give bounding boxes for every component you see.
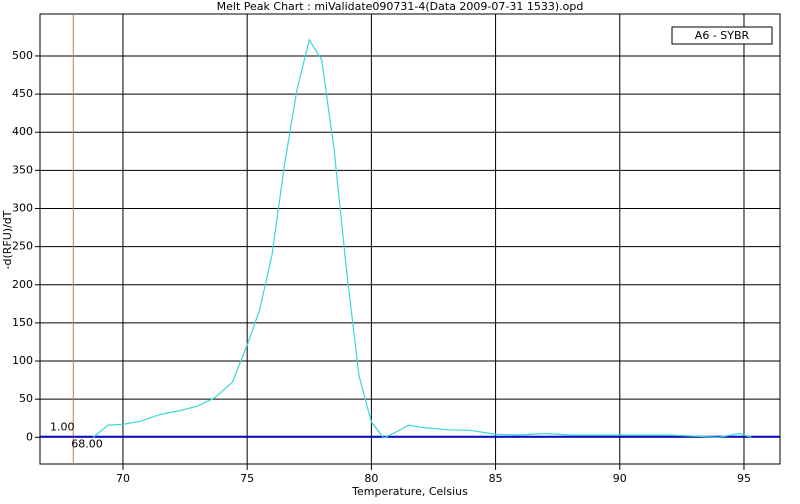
y-tick-label: 50 xyxy=(19,392,33,405)
x-tick-label: 70 xyxy=(116,472,130,485)
chart-title: Melt Peak Chart : miValidate090731-4(Dat… xyxy=(217,0,584,13)
y-tick-label: 300 xyxy=(12,201,33,214)
x-tick-label: 80 xyxy=(364,472,378,485)
plot-area xyxy=(39,13,781,465)
x-tick-label: 85 xyxy=(489,472,503,485)
legend-box xyxy=(671,26,773,45)
x-tick-label: 90 xyxy=(613,472,627,485)
x-axis-label: Temperature, Celsius xyxy=(351,485,468,498)
y-tick-label: 400 xyxy=(12,125,33,138)
series-line xyxy=(92,38,752,439)
y-tick-label: 0 xyxy=(26,430,33,443)
y-tick-label: 100 xyxy=(12,354,33,367)
y-tick-label: 150 xyxy=(12,316,33,329)
y-tick-label: 250 xyxy=(12,240,33,253)
threshold-label: 1.00 xyxy=(50,421,75,434)
y-tick-label: 350 xyxy=(12,163,33,176)
legend-entry: A6 - SYBR xyxy=(695,29,750,42)
y-tick-label: 200 xyxy=(12,278,33,291)
marker-line-label: 68.00 xyxy=(71,437,103,450)
y-axis-label: -d(RFU)/dT xyxy=(1,210,14,269)
y-tick-label: 500 xyxy=(12,49,33,62)
x-tick-label: 75 xyxy=(240,472,254,485)
y-tick-label: 450 xyxy=(12,87,33,100)
x-tick-label: 95 xyxy=(737,472,751,485)
